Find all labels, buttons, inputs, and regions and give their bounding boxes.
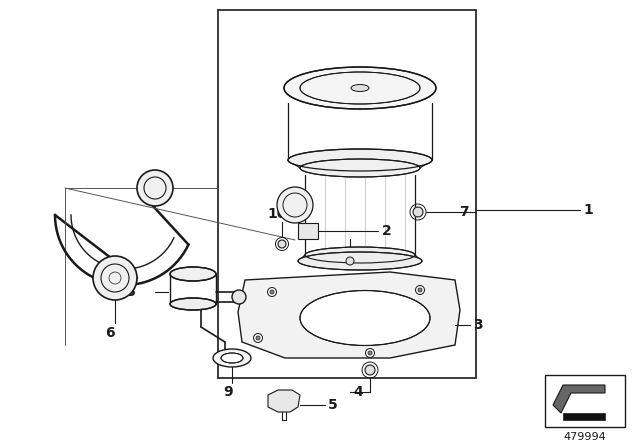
Circle shape — [413, 207, 423, 217]
Ellipse shape — [170, 267, 216, 281]
Text: 2: 2 — [382, 224, 392, 238]
Ellipse shape — [300, 290, 430, 345]
Text: 5: 5 — [328, 398, 338, 412]
Polygon shape — [238, 272, 460, 358]
Ellipse shape — [284, 67, 436, 109]
Circle shape — [365, 365, 375, 375]
Polygon shape — [563, 413, 605, 420]
Polygon shape — [268, 390, 300, 412]
Ellipse shape — [300, 72, 420, 104]
Circle shape — [137, 170, 173, 206]
Circle shape — [277, 187, 313, 223]
Ellipse shape — [351, 85, 369, 91]
Ellipse shape — [170, 298, 216, 310]
Circle shape — [256, 336, 260, 340]
Ellipse shape — [298, 252, 422, 270]
Text: 479994: 479994 — [564, 432, 606, 442]
Ellipse shape — [213, 349, 251, 367]
Text: 1: 1 — [583, 203, 593, 217]
Circle shape — [278, 240, 286, 248]
Text: 7: 7 — [459, 205, 468, 219]
Bar — [545, 375, 625, 427]
Circle shape — [346, 257, 354, 265]
Text: 4: 4 — [353, 385, 363, 399]
Circle shape — [418, 288, 422, 292]
Text: 6: 6 — [105, 326, 115, 340]
Circle shape — [270, 290, 274, 294]
Text: 10: 10 — [268, 207, 287, 221]
Polygon shape — [553, 385, 605, 413]
Bar — [298, 223, 318, 239]
Ellipse shape — [232, 290, 246, 304]
Circle shape — [368, 351, 372, 355]
Circle shape — [93, 256, 137, 300]
Ellipse shape — [305, 247, 415, 263]
Text: 3: 3 — [473, 318, 483, 332]
Ellipse shape — [221, 353, 243, 363]
Ellipse shape — [300, 159, 420, 177]
Text: 9: 9 — [223, 385, 233, 399]
Ellipse shape — [288, 149, 432, 171]
Bar — [218, 10, 476, 378]
Text: 8: 8 — [125, 285, 135, 299]
